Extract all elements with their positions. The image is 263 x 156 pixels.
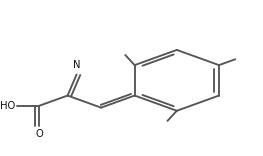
Text: O: O [36, 129, 43, 139]
Text: N: N [73, 60, 81, 70]
Text: HO: HO [1, 101, 16, 111]
